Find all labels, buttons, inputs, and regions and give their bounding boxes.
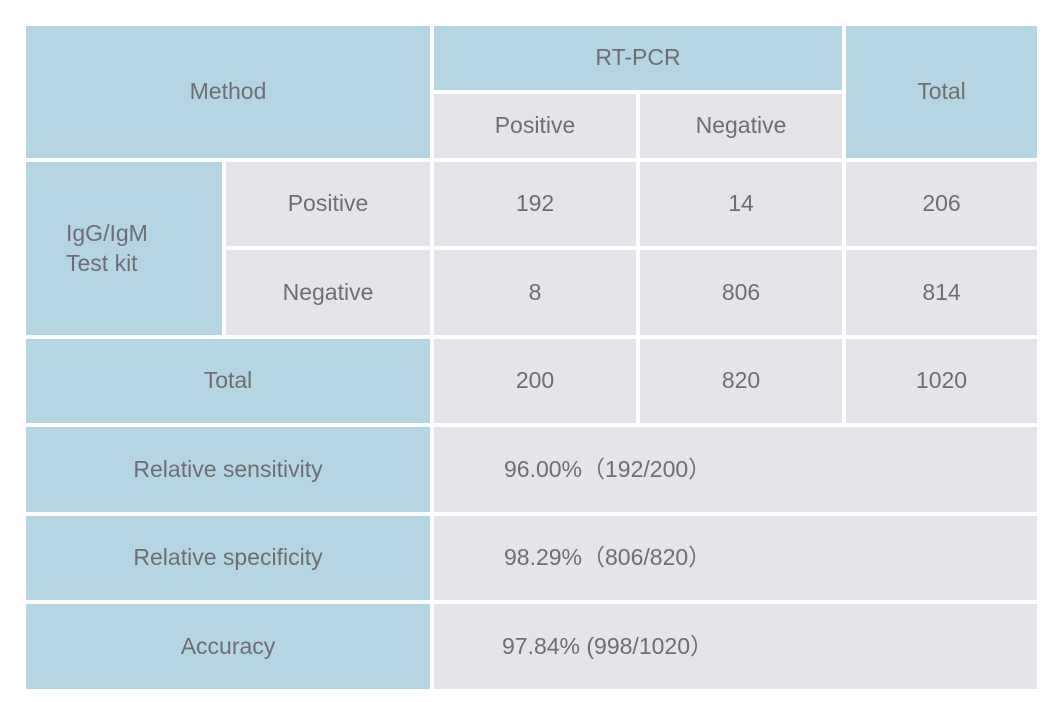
total-row-label: Total bbox=[26, 339, 430, 423]
specificity-label: Relative specificity bbox=[26, 516, 430, 600]
grand-total: 1020 bbox=[846, 339, 1037, 423]
sensitivity-label: Relative sensitivity bbox=[26, 427, 430, 512]
total-rt-pcr-positive: 200 bbox=[434, 339, 636, 423]
cell-neg-pos: 8 bbox=[434, 250, 636, 335]
specificity-value: 98.29%（806/820） bbox=[434, 516, 1037, 600]
method-header: Method bbox=[26, 26, 430, 158]
rt-pcr-header: RT-PCR bbox=[434, 26, 842, 90]
sensitivity-value: 96.00%（192/200） bbox=[434, 427, 1037, 512]
accuracy-value: 97.84% (998/1020） bbox=[434, 604, 1037, 689]
total-header: Total bbox=[846, 26, 1037, 158]
test-kit-label: IgG/IgM Test kit bbox=[26, 162, 222, 335]
test-negative-label: Negative bbox=[226, 250, 430, 335]
rt-pcr-positive-header: Positive bbox=[434, 94, 636, 158]
total-rt-pcr-negative: 820 bbox=[640, 339, 842, 423]
performance-table: Method RT-PCR Total Positive Negative Ig… bbox=[26, 26, 1037, 689]
accuracy-label: Accuracy bbox=[26, 604, 430, 689]
cell-pos-neg: 14 bbox=[640, 162, 842, 246]
rt-pcr-negative-header: Negative bbox=[640, 94, 842, 158]
cell-neg-total: 814 bbox=[846, 250, 1037, 335]
cell-pos-total: 206 bbox=[846, 162, 1037, 246]
test-positive-label: Positive bbox=[226, 162, 430, 246]
cell-pos-pos: 192 bbox=[434, 162, 636, 246]
cell-neg-neg: 806 bbox=[640, 250, 842, 335]
